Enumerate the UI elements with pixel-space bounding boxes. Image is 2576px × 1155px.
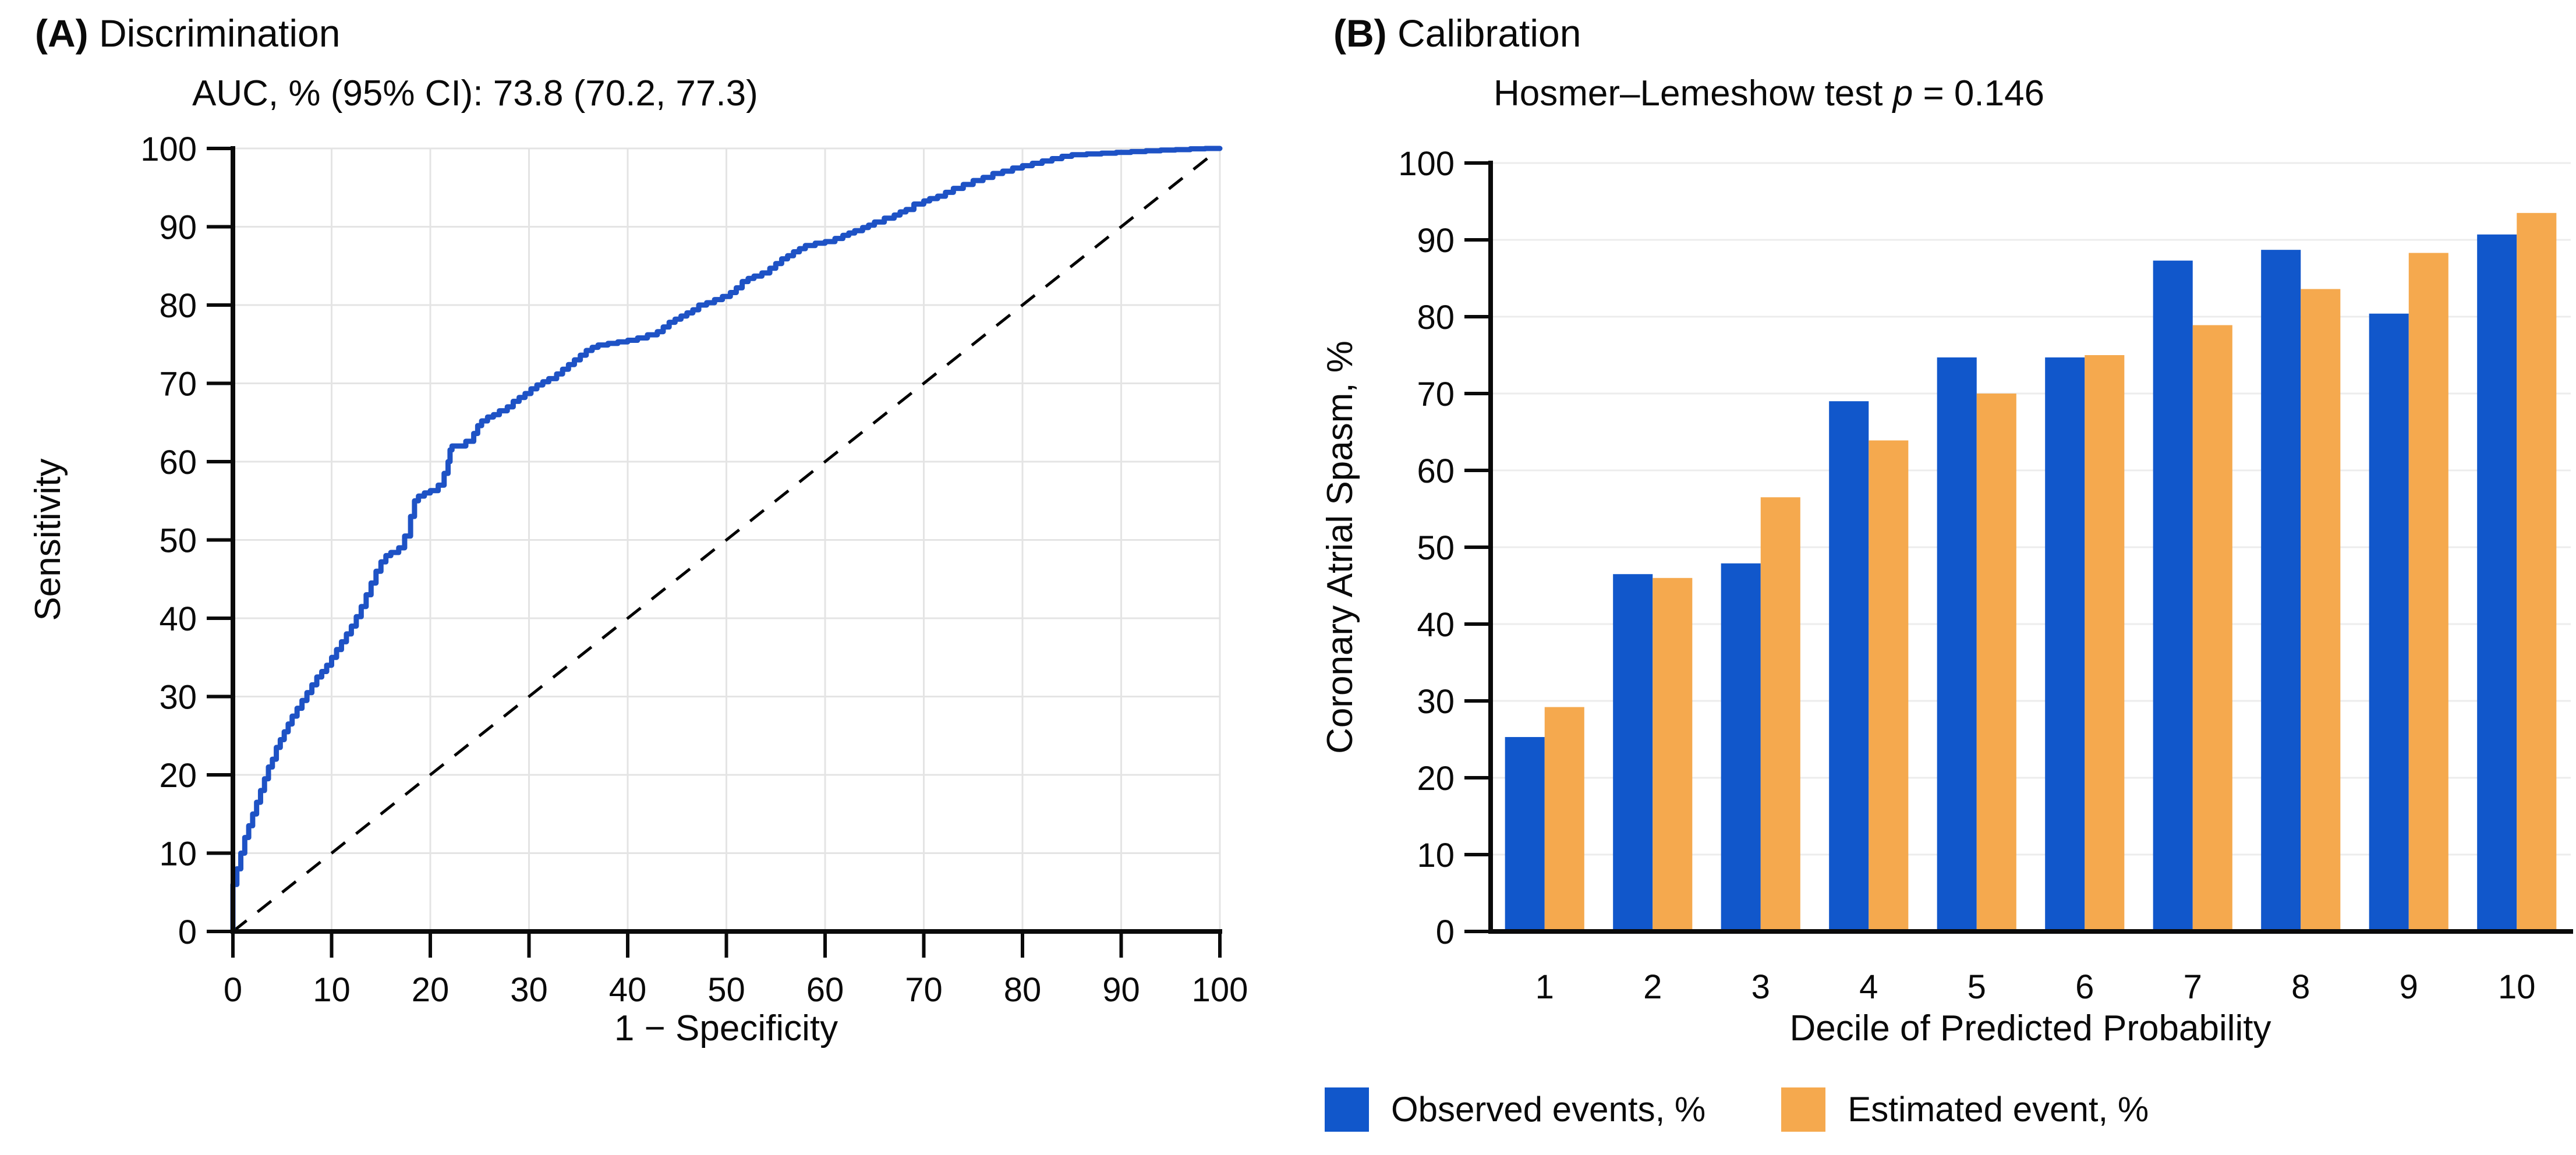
estimated-swatch-icon (1781, 1087, 1826, 1132)
svg-text:10: 10 (313, 971, 351, 1009)
bar-estimated-decile-4 (1869, 440, 1909, 931)
svg-text:100: 100 (1192, 971, 1248, 1009)
calibration-y-axis-label: Coronary Atrial Spasm, % (1320, 341, 1360, 754)
svg-text:20: 20 (1417, 760, 1455, 798)
svg-text:50: 50 (159, 522, 197, 560)
bar-observed-decile-10 (2477, 234, 2517, 931)
svg-text:10: 10 (1417, 837, 1455, 874)
panel-a-subtitle: AUC, % (95% CI): 73.8 (70.2, 77.3) (192, 73, 758, 114)
svg-text:30: 30 (1417, 683, 1455, 721)
svg-text:30: 30 (510, 971, 548, 1009)
svg-text:10: 10 (159, 835, 197, 873)
observed-swatch-icon (1325, 1087, 1369, 1132)
bar-observed-decile-2 (1613, 574, 1653, 931)
svg-text:4: 4 (1859, 968, 1878, 1006)
bar-observed-decile-7 (2153, 260, 2193, 931)
svg-text:8: 8 (2291, 968, 2310, 1006)
bar-estimated-decile-10 (2517, 212, 2557, 931)
panel-b-subtitle: Hosmer–Lemeshow test p = 0.146 (1494, 76, 2044, 112)
legend-label-estimated: Estimated event, % (1848, 1090, 2149, 1129)
svg-text:90: 90 (1102, 971, 1140, 1009)
svg-text:0: 0 (224, 971, 242, 1009)
svg-text:1: 1 (1535, 968, 1554, 1006)
svg-text:6: 6 (2075, 968, 2094, 1006)
bar-estimated-decile-3 (1760, 497, 1800, 931)
svg-text:0: 0 (178, 913, 197, 951)
panel-a-tag: (A) (35, 12, 89, 55)
bar-observed-decile-4 (1829, 401, 1869, 931)
svg-text:5: 5 (1968, 968, 1986, 1006)
svg-text:90: 90 (159, 209, 197, 247)
svg-text:3: 3 (1751, 968, 1770, 1006)
panel-b-title: (B) Calibration (1333, 14, 1581, 52)
panel-b-subtitle-prefix: Hosmer–Lemeshow test (1494, 73, 1893, 114)
svg-text:70: 70 (905, 971, 943, 1009)
bar-estimated-decile-2 (1653, 578, 1693, 931)
panel-b-subtitle-suffix: = 0.146 (1913, 73, 2045, 114)
svg-text:20: 20 (159, 757, 197, 795)
bar-observed-decile-5 (1937, 357, 1977, 931)
bar-estimated-decile-5 (1976, 394, 2016, 931)
legend: Observed events, % Estimated event, % (1325, 1087, 2149, 1132)
svg-text:70: 70 (159, 366, 197, 403)
svg-text:70: 70 (1417, 375, 1455, 413)
calibration-x-axis-label: Decile of Predicted Probability (1789, 1008, 2271, 1048)
bar-estimated-decile-6 (2085, 355, 2125, 931)
svg-text:90: 90 (1417, 222, 1455, 260)
svg-text:10: 10 (2498, 968, 2536, 1006)
panel-b-title-text: Calibration (1386, 12, 1581, 55)
legend-item-observed: Observed events, % (1325, 1087, 1705, 1132)
panel-a-title-text: Discrimination (88, 12, 341, 55)
legend-label-observed: Observed events, % (1391, 1090, 1706, 1129)
panel-b-tag: (B) (1333, 12, 1387, 55)
roc-chart: 0 10 20 30 40 50 60 70 80 90 100 0 10 20 30 40 50 60 70 80 9… (28, 130, 1248, 1048)
bar-estimated-decile-1 (1544, 707, 1584, 931)
svg-text:60: 60 (806, 971, 844, 1009)
panel-b-subtitle-p: p (1892, 73, 1913, 114)
svg-text:7: 7 (2184, 968, 2202, 1006)
svg-text:100: 100 (140, 130, 197, 168)
svg-text:80: 80 (1004, 971, 1042, 1009)
bar-observed-decile-6 (2045, 357, 2085, 931)
svg-text:40: 40 (159, 600, 197, 638)
svg-text:100: 100 (1398, 145, 1455, 183)
bar-observed-decile-1 (1505, 737, 1545, 931)
svg-text:2: 2 (1643, 968, 1662, 1006)
svg-text:0: 0 (1436, 913, 1455, 951)
svg-text:20: 20 (412, 971, 450, 1009)
svg-text:60: 60 (1417, 452, 1455, 490)
bar-estimated-decile-9 (2408, 253, 2448, 932)
svg-text:40: 40 (609, 971, 647, 1009)
svg-text:60: 60 (159, 444, 197, 481)
bar-observed-decile-9 (2369, 313, 2409, 931)
legend-item-estimated: Estimated event, % (1781, 1087, 2149, 1132)
svg-text:50: 50 (1417, 529, 1455, 567)
bar-estimated-decile-8 (2301, 289, 2341, 932)
svg-text:50: 50 (707, 971, 745, 1009)
roc-y-axis-label: Sensitivity (28, 458, 68, 621)
bar-observed-decile-8 (2261, 250, 2301, 931)
panel-a-title: (A) Discrimination (35, 14, 340, 52)
svg-text:30: 30 (159, 679, 197, 717)
svg-text:80: 80 (1417, 299, 1455, 336)
svg-text:80: 80 (159, 287, 197, 325)
roc-x-axis-label: 1 − Specificity (614, 1008, 838, 1048)
svg-text:40: 40 (1417, 606, 1455, 644)
svg-text:9: 9 (2400, 968, 2418, 1006)
bar-estimated-decile-7 (2192, 325, 2232, 931)
bar-observed-decile-3 (1721, 563, 1761, 931)
